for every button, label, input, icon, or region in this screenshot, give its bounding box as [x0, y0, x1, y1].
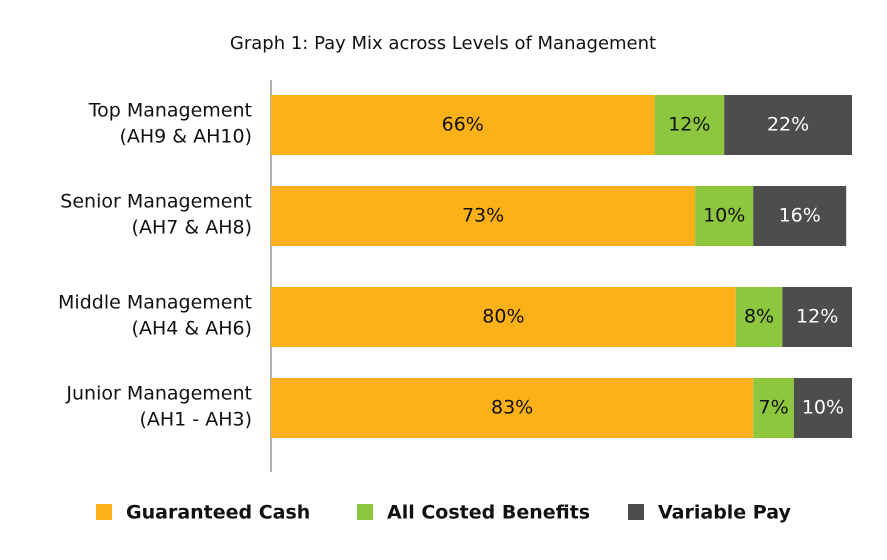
- bar-segment: [695, 186, 754, 246]
- bar-segment: [271, 287, 736, 347]
- y-tick-label: Top Management: [88, 100, 252, 122]
- value-label: 10%: [802, 397, 844, 419]
- bar-segment: [271, 378, 754, 438]
- bar-segment: [753, 186, 847, 246]
- value-label: 73%: [462, 205, 504, 227]
- value-label: 12%: [796, 306, 838, 328]
- value-label: 22%: [767, 114, 809, 136]
- bar-segment: [735, 287, 783, 347]
- value-label: 12%: [668, 114, 710, 136]
- bar-segment: [271, 95, 655, 155]
- y-tick-label: (AH7 & AH8): [132, 217, 252, 239]
- legend-swatch: [628, 504, 644, 520]
- bar-segment: [753, 378, 794, 438]
- legend-label: Variable Pay: [658, 502, 791, 524]
- legend-swatch: [357, 504, 373, 520]
- legend-label: All Costed Benefits: [387, 502, 590, 524]
- chart-title: Graph 1: Pay Mix across Levels of Manage…: [230, 33, 656, 54]
- legend-swatch: [96, 504, 112, 520]
- value-label: 10%: [703, 205, 745, 227]
- bar-segment: [724, 95, 852, 155]
- value-label: 83%: [491, 397, 533, 419]
- value-label: 8%: [744, 306, 774, 328]
- value-label: 7%: [758, 397, 788, 419]
- value-label: 66%: [442, 114, 484, 136]
- y-tick-label: (AH1 - AH3): [139, 409, 252, 431]
- value-label: 80%: [482, 306, 524, 328]
- y-tick-label: Senior Management: [60, 191, 252, 213]
- bar-segment: [793, 378, 852, 438]
- bar-segment: [271, 186, 696, 246]
- bar-segment: [654, 95, 725, 155]
- value-label: 16%: [779, 205, 821, 227]
- legend-label: Guaranteed Cash: [126, 502, 310, 524]
- y-tick-label: Middle Management: [58, 292, 252, 314]
- y-tick-label: Junior Management: [65, 383, 252, 405]
- bar-segment: [782, 287, 852, 347]
- y-tick-label: (AH9 & AH10): [119, 126, 252, 148]
- y-tick-label: (AH4 & AH6): [132, 318, 252, 340]
